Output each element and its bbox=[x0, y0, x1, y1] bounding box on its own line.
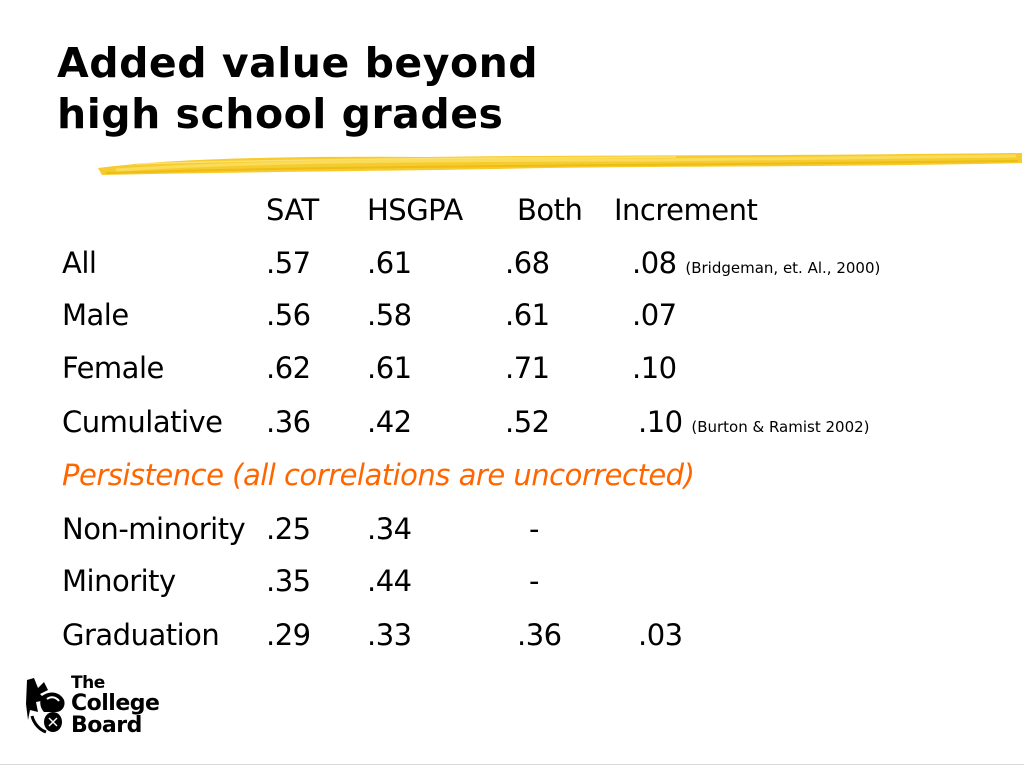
sat-value: .36 bbox=[266, 405, 311, 439]
row-label: Non-minority bbox=[62, 512, 246, 546]
column-header-increment: Increment bbox=[614, 193, 758, 227]
column-header-both: Both bbox=[517, 193, 583, 227]
increment-value: .10 bbox=[632, 351, 677, 385]
logo-line-3: Board bbox=[71, 713, 142, 738]
increment-number: .08 bbox=[632, 246, 677, 280]
increment-value: .03 bbox=[638, 618, 683, 652]
both-value: .61 bbox=[505, 298, 550, 332]
college-board-acorn-icon bbox=[26, 678, 65, 734]
hsgpa-value: .42 bbox=[367, 405, 412, 439]
slide-title-line-2: high school grades bbox=[57, 90, 504, 138]
row-label: Female bbox=[62, 351, 164, 385]
bottom-divider bbox=[0, 764, 1024, 765]
sat-value: .62 bbox=[266, 351, 311, 385]
row-label: Male bbox=[62, 298, 129, 332]
both-value: .52 bbox=[505, 405, 550, 439]
increment-value: .08 (Bridgeman, et. Al., 2000) bbox=[632, 246, 880, 285]
logo-line-2: College bbox=[71, 691, 160, 716]
both-value: .68 bbox=[505, 246, 550, 280]
hsgpa-value: .33 bbox=[367, 618, 412, 652]
both-value: - bbox=[529, 564, 539, 598]
column-header-sat: SAT bbox=[266, 193, 319, 227]
row-label: Minority bbox=[62, 564, 176, 598]
row-label: All bbox=[62, 246, 97, 280]
hsgpa-value: .61 bbox=[367, 246, 412, 280]
highlighter-stroke bbox=[98, 153, 1022, 175]
sat-value: .56 bbox=[266, 298, 311, 332]
slide-title-line-1: Added value beyond bbox=[57, 39, 539, 87]
increment-value: .10 (Burton & Ramist 2002) bbox=[638, 405, 870, 444]
sat-value: .29 bbox=[266, 618, 311, 652]
college-board-logo: The College Board bbox=[24, 673, 184, 740]
slide-title: Added value beyond high school grades bbox=[57, 38, 538, 140]
row-label: Graduation bbox=[62, 618, 220, 652]
both-value: - bbox=[529, 512, 539, 546]
hsgpa-value: .44 bbox=[367, 564, 412, 598]
citation: (Burton & Ramist 2002) bbox=[691, 418, 870, 436]
hsgpa-value: .58 bbox=[367, 298, 412, 332]
hsgpa-value: .61 bbox=[367, 351, 412, 385]
citation: (Bridgeman, et. Al., 2000) bbox=[685, 259, 881, 277]
hsgpa-value: .34 bbox=[367, 512, 412, 546]
column-header-hsgpa: HSGPA bbox=[367, 193, 463, 227]
sat-value: .35 bbox=[266, 564, 311, 598]
row-label: Cumulative bbox=[62, 405, 223, 439]
sat-value: .57 bbox=[266, 246, 311, 280]
both-value: .71 bbox=[505, 351, 550, 385]
both-value: .36 bbox=[517, 618, 562, 652]
logo-wordmark: The College Board bbox=[71, 673, 160, 738]
persistence-heading: Persistence (all correlations are uncorr… bbox=[62, 458, 695, 492]
increment-number: .10 bbox=[638, 405, 683, 439]
increment-value: .07 bbox=[632, 298, 677, 332]
sat-value: .25 bbox=[266, 512, 311, 546]
logo-line-1: The bbox=[71, 673, 105, 693]
